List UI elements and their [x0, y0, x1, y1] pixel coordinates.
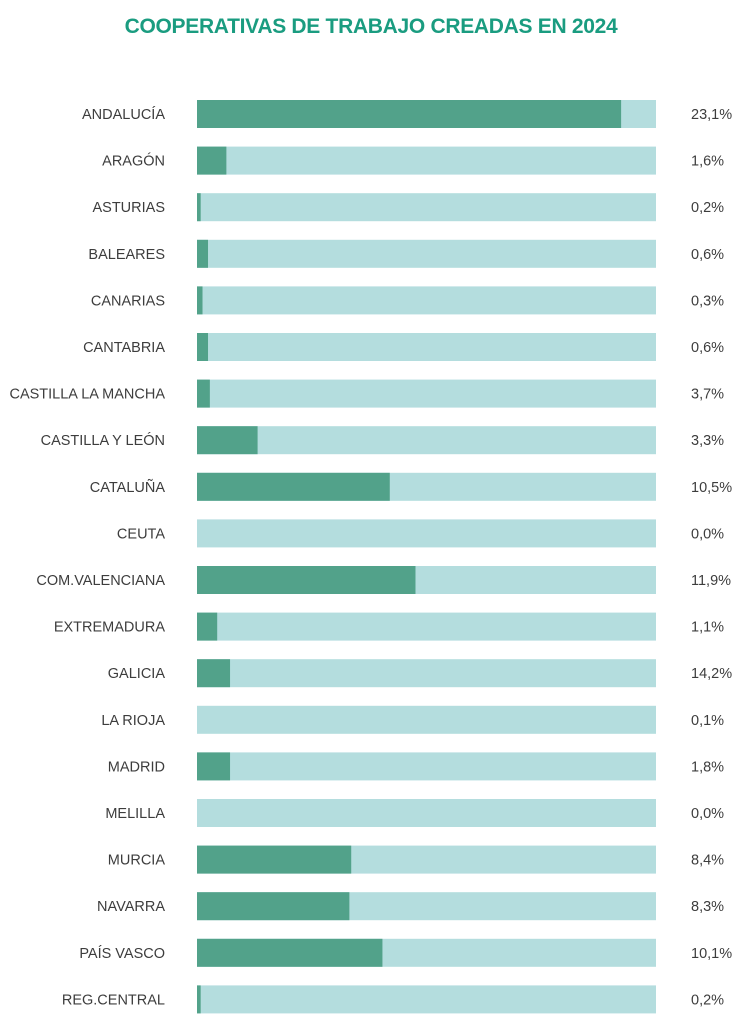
category-label: PAÍS VASCO — [79, 945, 165, 962]
bar — [197, 146, 227, 175]
category-label: CASTILLA LA MANCHA — [9, 387, 165, 403]
bar-track — [197, 193, 656, 222]
value-label: 11,9% — [691, 573, 731, 589]
bar-track — [197, 752, 656, 781]
category-label: MADRID — [108, 759, 165, 775]
value-label: 3,7% — [691, 387, 724, 403]
category-label: CANARIAS — [91, 293, 165, 309]
bar — [197, 892, 350, 921]
bar — [197, 472, 390, 501]
bar — [197, 938, 383, 967]
bar — [197, 333, 209, 361]
category-label: MELILLA — [105, 806, 165, 822]
category-label: COM.VALENCIANA — [36, 573, 165, 589]
category-label: REG.CENTRAL — [62, 992, 165, 1008]
bar-track — [197, 286, 656, 315]
value-label: 0,0% — [691, 526, 724, 542]
bar-track — [197, 379, 656, 408]
bar-track — [197, 659, 656, 688]
value-label: 10,5% — [691, 480, 732, 496]
value-label: 0,3% — [691, 293, 724, 309]
value-label: 0,2% — [691, 200, 724, 216]
category-label: NAVARRA — [97, 899, 165, 915]
bar — [197, 845, 352, 874]
bar — [197, 659, 231, 688]
category-label: GALICIA — [108, 666, 166, 682]
category-label: CEUTA — [117, 526, 165, 542]
value-label: 0,2% — [691, 992, 724, 1008]
value-label: 8,4% — [691, 853, 724, 869]
bar-track — [197, 705, 656, 734]
value-label: 1,6% — [691, 154, 724, 170]
category-label: BALEARES — [88, 247, 165, 263]
value-label: 14,2% — [691, 666, 732, 682]
category-label: ARAGÓN — [102, 153, 165, 170]
value-label: 1,8% — [691, 759, 724, 775]
category-label: ASTURIAS — [92, 200, 165, 216]
bar — [197, 379, 210, 408]
bar — [197, 100, 622, 128]
value-label: 10,1% — [691, 946, 732, 962]
category-label: LA RIOJA — [101, 713, 165, 729]
bar — [197, 426, 258, 455]
bar — [197, 612, 218, 641]
category-label: ANDALUCÍA — [82, 106, 165, 123]
category-label: CASTILLA Y LEÓN — [41, 432, 165, 449]
bar-track — [197, 799, 656, 827]
bar — [197, 193, 201, 222]
bar-track — [197, 426, 656, 455]
bar — [197, 985, 201, 1014]
value-label: 1,1% — [691, 620, 724, 636]
value-label: 0,6% — [691, 340, 724, 356]
bar-track — [197, 239, 656, 268]
value-label: 0,0% — [691, 806, 724, 822]
value-label: 8,3% — [691, 899, 724, 915]
value-label: 0,1% — [691, 713, 724, 729]
bar-track — [197, 333, 656, 361]
bar — [197, 239, 209, 268]
bar — [197, 566, 416, 594]
value-label: 0,6% — [691, 247, 724, 263]
bar — [197, 752, 231, 781]
category-label: EXTREMADURA — [54, 620, 166, 636]
category-label: CATALUÑA — [90, 479, 166, 496]
bar — [197, 286, 203, 315]
bar-track — [197, 146, 656, 175]
chart-title: COOPERATIVAS DE TRABAJO CREADAS EN 2024 — [124, 15, 618, 38]
bar-track — [197, 519, 656, 548]
category-label: CANTABRIA — [83, 340, 165, 356]
value-label: 23,1% — [691, 107, 732, 123]
value-label: 3,3% — [691, 433, 724, 449]
category-label: MURCIA — [108, 853, 166, 869]
bar-track — [197, 985, 656, 1014]
bar-track — [197, 612, 656, 641]
